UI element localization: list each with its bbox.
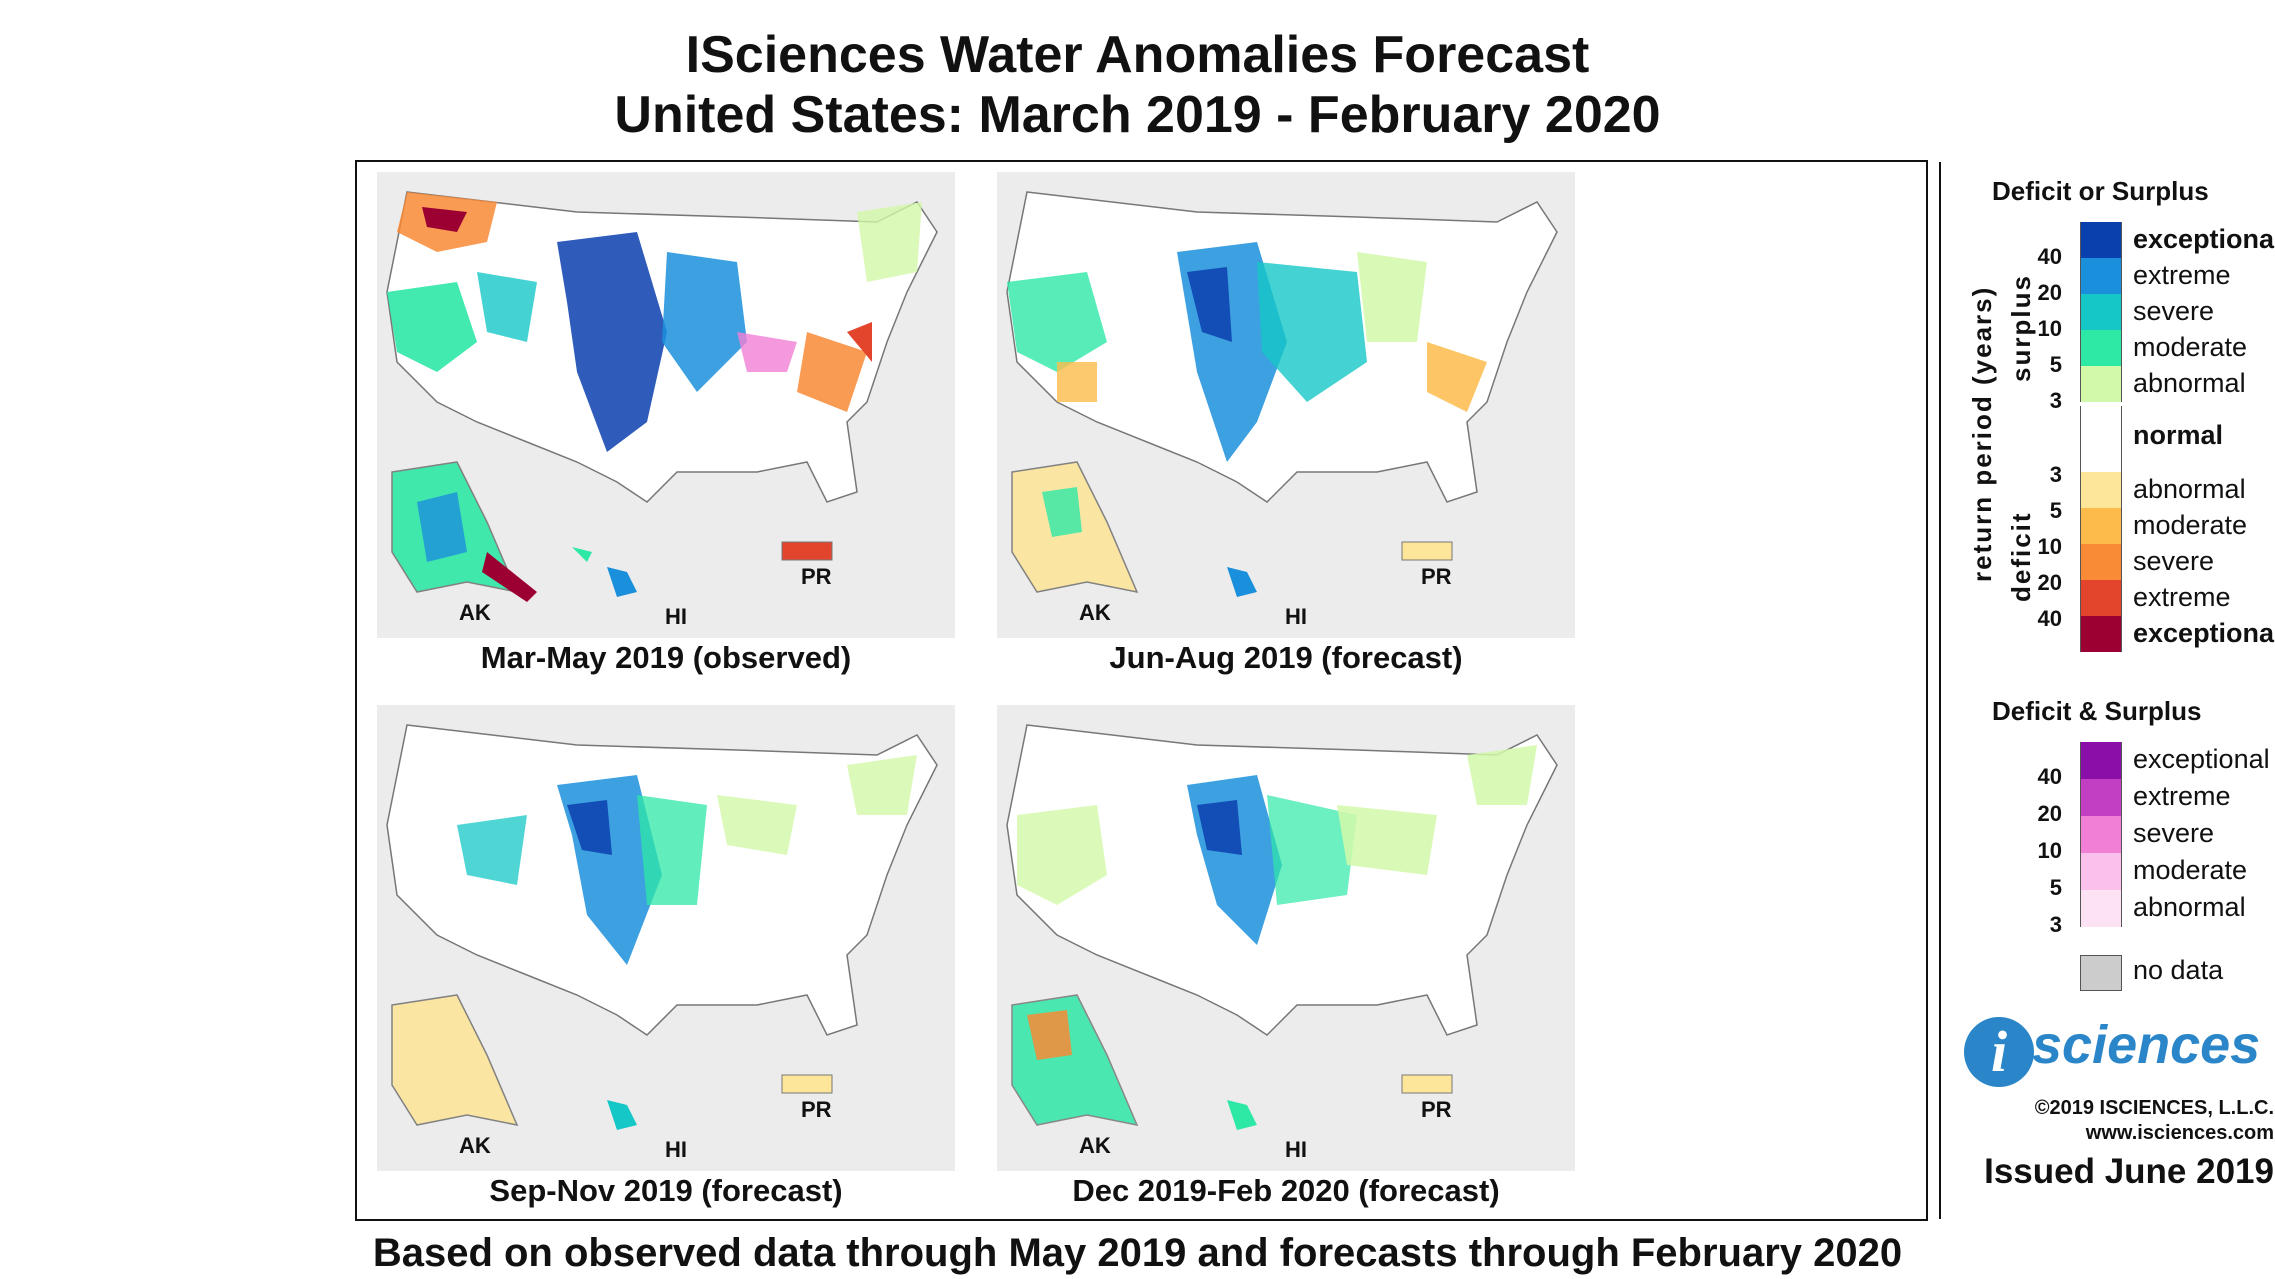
label-pr: PR (801, 564, 832, 589)
legend-label-extreme: extreme (2133, 582, 2231, 612)
legend-label-extreme: extreme (2133, 260, 2231, 290)
legend-swatch-abnormal (2080, 366, 2122, 402)
legend-tick: 40 (2037, 764, 2062, 789)
map-panel-sep-nov: AK HI PR (377, 705, 955, 1171)
isciences-logo-text: sciences (2032, 1015, 2261, 1075)
label-ak: AK (1079, 600, 1111, 625)
website: www.isciences.com (2085, 1122, 2274, 1144)
label-pr: PR (1421, 1097, 1452, 1122)
legend-swatch-exceptional (2080, 742, 2122, 779)
legend-tick: 40 (2037, 606, 2062, 631)
figure-frame: AK HI PR Mar-May 2019 (observed) AK HI P… (355, 160, 2275, 1221)
legend-tick: 20 (2037, 801, 2062, 826)
issued-date: Issued June 2019 (1984, 1152, 2274, 1191)
label-hi: HI (665, 1137, 687, 1162)
legend-swatch-abnormal (2080, 472, 2122, 508)
legend-heading-deficit-and-surplus: Deficit & Surplus (1992, 696, 2202, 726)
label-ak: AK (459, 600, 491, 625)
legend-label-abnormal: abnormal (2133, 892, 2246, 922)
legend: Deficit or Surplus return period (years)… (1942, 162, 2275, 1219)
us-map-sep-nov (386, 724, 938, 1130)
caption-dec-feb: Dec 2019-Feb 2020 (forecast) (1072, 1173, 1500, 1208)
legend-tick: 40 (2037, 244, 2062, 269)
map-panel-jun-aug: AK HI PR (997, 172, 1575, 638)
legend-swatch-exceptional (2080, 222, 2122, 258)
legend-label-abnormal: abnormal (2133, 368, 2246, 398)
legend-swatch-extreme (2080, 580, 2122, 616)
legend-swatch-extreme (2080, 779, 2122, 816)
legend-tick: 10 (2037, 534, 2062, 559)
legend-tick: 3 (2049, 912, 2062, 937)
legend-label-exceptional: exceptional (2133, 618, 2275, 648)
legend-label-moderate: moderate (2133, 332, 2248, 362)
legend-label-severe: severe (2133, 296, 2215, 326)
us-map-dec-feb (1006, 724, 1558, 1130)
legend-swatch-moderate (2080, 330, 2122, 366)
caption-jun-aug: Jun-Aug 2019 (forecast) (1109, 640, 1463, 675)
legend-swatch-no-data (2080, 955, 2122, 991)
legend-heading-deficit-or-surplus: Deficit or Surplus (1992, 176, 2209, 206)
caption-mar-may: Mar-May 2019 (observed) (480, 640, 852, 675)
legend-divider (1939, 162, 1941, 1219)
label-hi: HI (1285, 1137, 1307, 1162)
legend-axis-label: return period (years) (1967, 285, 1997, 582)
legend-label-moderate: moderate (2133, 510, 2248, 540)
map-title-line1: ISciences Water Anomalies Forecast (685, 26, 1590, 84)
legend-swatch-extreme (2080, 258, 2122, 294)
us-map-jun-aug (1006, 191, 1558, 597)
legend-tick: 20 (2037, 280, 2062, 305)
legend-swatch-exceptional (2080, 616, 2122, 652)
copyright: ©2019 ISCIENCES, L.L.C. (2034, 1097, 2274, 1119)
legend-label-severe: severe (2133, 546, 2215, 576)
legend-swatch-moderate (2080, 853, 2122, 890)
legend-tick: 5 (2049, 352, 2062, 377)
label-hi: HI (665, 604, 687, 629)
isciences-logo-icon: i (1964, 1017, 2034, 1087)
legend-tick: 5 (2049, 498, 2062, 523)
legend-label-extreme: extreme (2133, 781, 2231, 811)
legend-swatch-moderate (2080, 508, 2122, 544)
legend-tick: 5 (2049, 875, 2062, 900)
legend-label-exceptional: exceptional (2133, 224, 2275, 254)
legend-swatch-severe (2080, 294, 2122, 330)
logo-i-letter: i (1990, 1019, 2008, 1084)
legend-label-severe: severe (2133, 818, 2215, 848)
label-ak: AK (1079, 1133, 1111, 1158)
legend-swatch-severe (2080, 816, 2122, 853)
label-pr: PR (1421, 564, 1452, 589)
legend-tick: 10 (2037, 838, 2062, 863)
legend-tick: 20 (2037, 570, 2062, 595)
legend-swatch-normal (2080, 406, 2122, 472)
legend-label-no-data: no data (2133, 955, 2224, 985)
legend-tick: 10 (2037, 316, 2062, 341)
legend-label-exceptional: exceptional (2133, 744, 2270, 774)
caption-sep-nov: Sep-Nov 2019 (forecast) (489, 1173, 843, 1208)
legend-label-moderate: moderate (2133, 855, 2248, 885)
footer-note: Based on observed data through May 2019 … (372, 1231, 1903, 1275)
map-panel-dec-feb: AK HI PR (997, 705, 1575, 1171)
label-hi: HI (1285, 604, 1307, 629)
us-map-mar-may (386, 191, 938, 602)
legend-tick: 3 (2049, 462, 2062, 487)
legend-swatch-severe (2080, 544, 2122, 580)
legend-label-normal: normal (2133, 420, 2224, 450)
legend-tick: 3 (2049, 388, 2062, 413)
map-title-line2: United States: March 2019 - February 202… (614, 86, 1661, 144)
legend-swatch-abnormal (2080, 890, 2122, 927)
legend-label-abnormal: abnormal (2133, 474, 2246, 504)
label-pr: PR (801, 1097, 832, 1122)
label-ak: AK (459, 1133, 491, 1158)
map-panel-mar-may: AK HI PR (377, 172, 955, 638)
